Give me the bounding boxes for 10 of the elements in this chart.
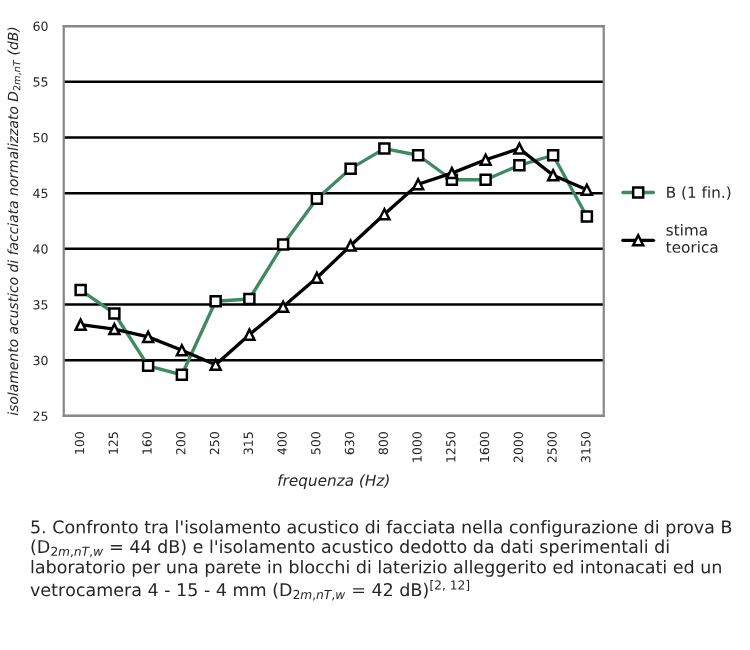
point [546, 169, 560, 182]
point [108, 322, 121, 336]
point [141, 330, 155, 344]
point [479, 153, 492, 166]
point [580, 183, 594, 197]
point [243, 328, 256, 341]
point [74, 318, 87, 331]
point [411, 177, 425, 191]
text: 5. Confronto tra l'isolamento acustico di facciata nella configurazione di prova B (D$_{2m,nT,w}$ = 44 dB) e l'isolamento acustico dedotto da dati sperimentali di laboratorio per una parete in blocchi di laterizio alleggerito ed intonacati ed un vetrocamera 4 - 15 - 4 mm (D$_{2m,nT,w}$ = 42 dB)$^{[2, 12]}$ [30, 520, 732, 601]
point [175, 344, 189, 357]
